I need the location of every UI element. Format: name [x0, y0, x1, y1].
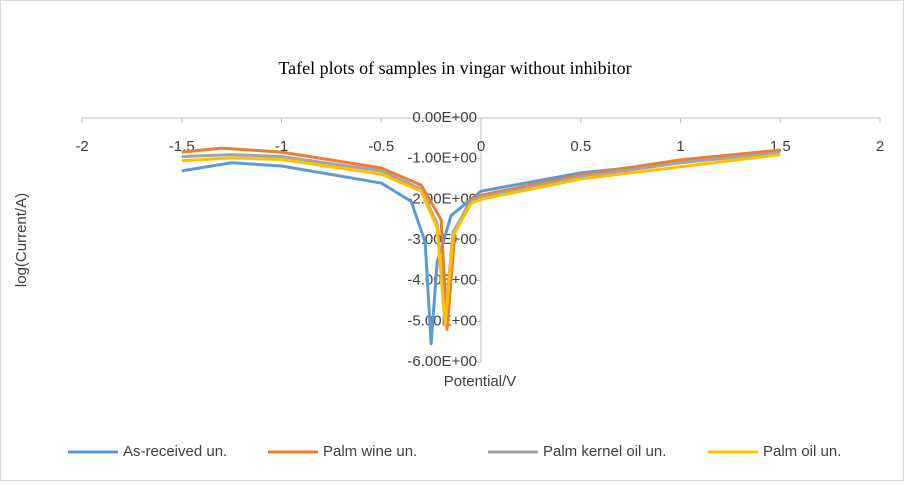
legend-label: Palm wine un.: [323, 443, 417, 460]
y-tick-label: -6.00E+00: [407, 353, 477, 370]
chart-title: Tafel plots of samples in vingar without…: [278, 58, 631, 78]
series-line: [181, 149, 781, 346]
y-tick-label: 0.00E+00: [412, 109, 477, 126]
y-axis-title: log(Current/A): [13, 193, 30, 287]
x-tick-label: 2: [876, 138, 884, 155]
x-tick-label: -2: [75, 138, 88, 155]
series-line: [181, 153, 781, 327]
legend-label: As-received un.: [123, 443, 227, 460]
x-axis-title: Potential/V: [444, 373, 517, 390]
x-tick-label: 1: [676, 138, 684, 155]
series-line: [181, 146, 781, 331]
x-tick-label: -0.5: [368, 138, 394, 155]
legend-label: Palm kernel oil un.: [543, 443, 666, 460]
y-tick-label: -1.00E+00: [407, 150, 477, 167]
y-tick-label: -5.00E+00: [407, 312, 477, 329]
legend-label: Palm oil un.: [763, 443, 841, 460]
x-tick-label: 0: [477, 138, 485, 155]
x-tick-label: 0.5: [570, 138, 591, 155]
